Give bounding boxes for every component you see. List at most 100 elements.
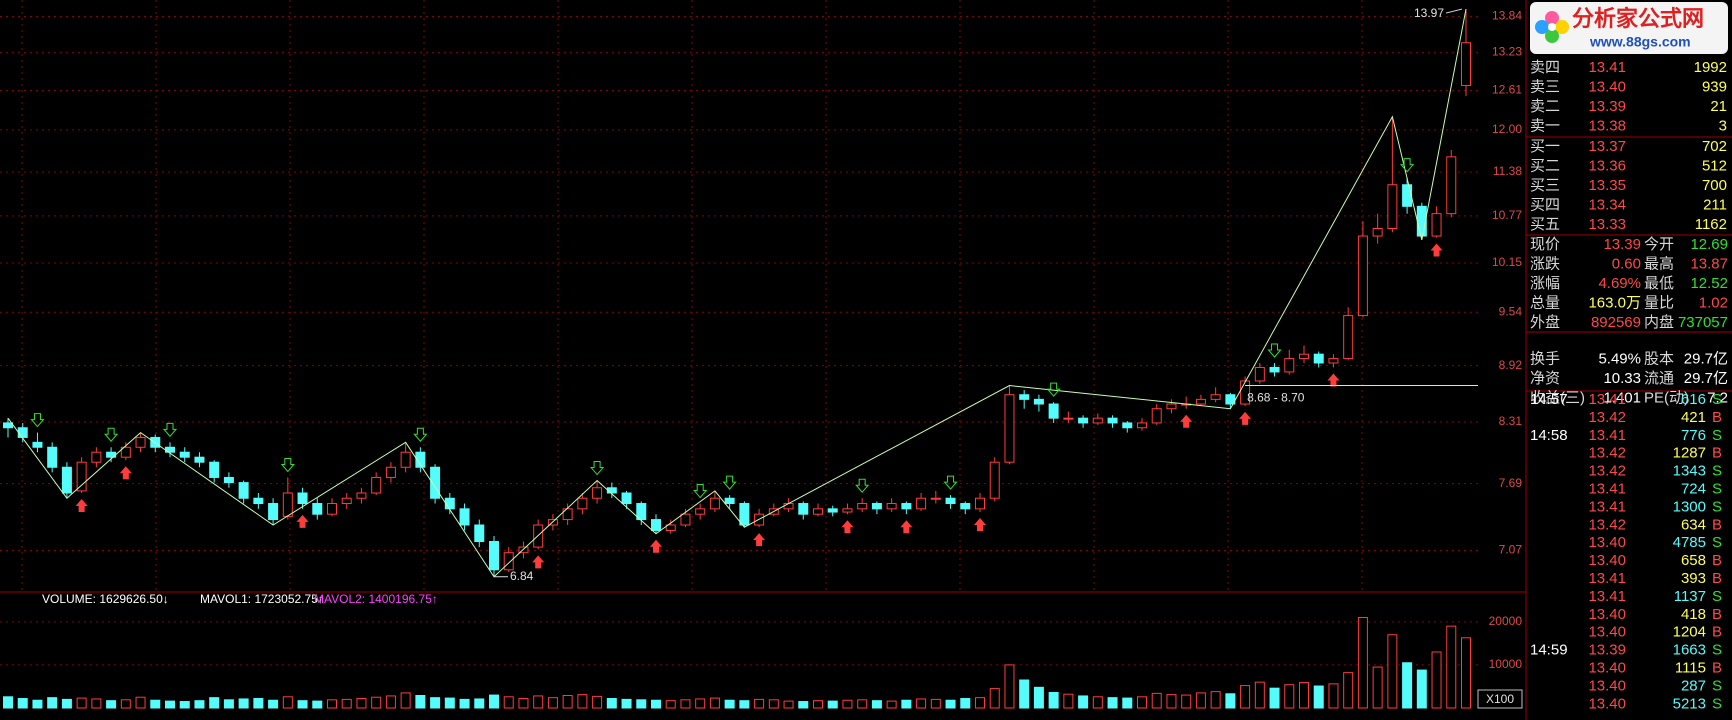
book-volume: 702 (1702, 138, 1727, 155)
volume-bar (945, 699, 956, 709)
sell-signal (280, 457, 295, 473)
candle-body (798, 503, 809, 515)
volume-bar (1195, 692, 1206, 709)
candle-body (194, 456, 205, 463)
volume-bar (606, 698, 617, 709)
trade-price: 13.40 (1588, 659, 1626, 676)
candle-body (1151, 408, 1162, 424)
sell-signal (104, 427, 119, 443)
stat-label: 流通 (1644, 370, 1674, 387)
candle-body (385, 466, 396, 478)
candle-body (503, 552, 514, 571)
volume-bar (371, 696, 382, 709)
volume-bar (813, 700, 823, 709)
volume-bar (17, 698, 28, 709)
volume-bar (474, 698, 485, 709)
candle-body (444, 497, 455, 510)
buy-signal (532, 555, 545, 569)
candle-body (651, 519, 661, 531)
candle-body (665, 524, 676, 531)
candle-body (680, 513, 691, 526)
volume-bar (120, 699, 131, 709)
candle-body (562, 508, 573, 521)
volume-bar (3, 696, 13, 709)
candle-body (1004, 394, 1015, 463)
candle-body (1402, 184, 1413, 207)
book-volume: 939 (1702, 78, 1727, 95)
volume-bar (871, 700, 882, 709)
volume-bar (268, 699, 279, 709)
volume-bar (577, 694, 588, 709)
book-price: 13.39 (1588, 98, 1626, 115)
candle-body (1343, 315, 1354, 360)
volume-bar (724, 699, 735, 709)
trade-side: S (1712, 391, 1722, 408)
volume-bar (415, 695, 426, 709)
stat-label: 内盘 (1644, 313, 1674, 331)
volume-bar (253, 698, 264, 709)
trade-volume: 1204 (1673, 624, 1706, 641)
candle-body (886, 503, 897, 510)
candle-body (592, 487, 603, 499)
volume-bar (1284, 684, 1295, 709)
volume-bar (783, 700, 794, 709)
trade-side: B (1712, 624, 1722, 641)
stat-label: 今开 (1644, 236, 1674, 253)
stat-label: 最高 (1644, 255, 1674, 272)
sell-signal (943, 475, 958, 490)
candle-body (577, 497, 588, 510)
book-volume: 700 (1702, 177, 1727, 194)
range-label: 8.68 - 8.70 (1247, 391, 1305, 405)
volume-bar (385, 695, 396, 709)
candle-body (1269, 366, 1280, 373)
trade-volume: 4785 (1673, 534, 1706, 551)
candle-body (223, 476, 234, 484)
candle-body (1195, 398, 1206, 405)
candle-body (1166, 403, 1177, 410)
trade-volume: 5213 (1673, 695, 1706, 712)
volume-bar (1033, 686, 1044, 709)
high-label: 13.97 (1414, 6, 1444, 20)
volume-bar (754, 698, 765, 709)
trade-volume: 1137 (1674, 588, 1706, 605)
candle-body (1284, 358, 1295, 373)
stat-value: 1.401 (1603, 389, 1641, 406)
candle-body (709, 497, 720, 510)
volume-bar (282, 696, 293, 709)
volume-bar (1328, 683, 1339, 709)
volume-bar (1092, 696, 1103, 709)
volume-bar (444, 697, 455, 709)
candle-body (1357, 235, 1368, 317)
volume-bar (179, 701, 190, 709)
volume-bar (1122, 697, 1133, 709)
volume-bar (459, 698, 470, 709)
volume-bar (312, 700, 323, 709)
volume-bar (533, 695, 544, 709)
book-price: 13.36 (1588, 157, 1626, 174)
y-tick-label: 7.69 (1499, 476, 1523, 490)
volume-bar (989, 688, 1000, 709)
volume-bar (1078, 695, 1089, 709)
volume-bar (1461, 637, 1471, 709)
buy-signal (296, 514, 309, 528)
volume-bar (47, 697, 58, 709)
candle-body (621, 492, 632, 505)
trade-volume: 418 (1681, 606, 1706, 623)
buy-signal (650, 539, 662, 553)
volume-bar (930, 698, 941, 709)
candle-body (297, 492, 308, 505)
y-tick-label: 13.23 (1492, 44, 1522, 58)
y-tick-label: 7.07 (1499, 543, 1523, 557)
stat-label: 现价 (1530, 236, 1560, 253)
book-volume: 211 (1703, 196, 1727, 213)
trade-volume: 1115 (1675, 659, 1706, 676)
candle-body (930, 497, 941, 500)
candle-body (209, 461, 220, 478)
candle-body (1063, 417, 1074, 420)
candle-body (1122, 422, 1133, 429)
logo-petal (1535, 20, 1549, 34)
sell-signal (1046, 382, 1061, 397)
buy-signal (1327, 373, 1340, 387)
volume-bar (960, 698, 971, 709)
